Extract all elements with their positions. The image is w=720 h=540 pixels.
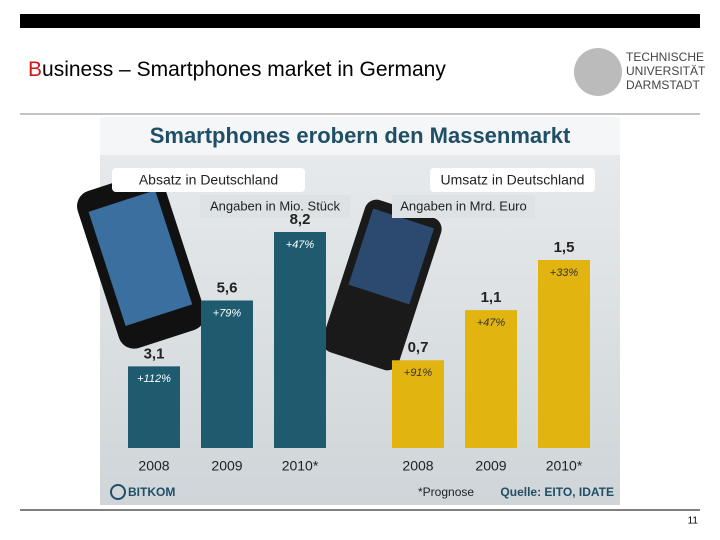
growth-label: +91% [404, 367, 433, 379]
x-tick-label: 2009 [211, 458, 242, 474]
panel-title: Absatz in Deutschland [139, 172, 278, 188]
x-tick-label: 2010* [546, 458, 583, 474]
brand: BITKOM [128, 485, 175, 499]
growth-label: +112% [137, 373, 171, 385]
headline-bar [100, 117, 620, 155]
value-label: 5,6 [217, 279, 238, 296]
value-label: 1,5 [554, 239, 575, 256]
panel-subtitle: Angaben in Mio. Stück [210, 198, 341, 213]
growth-label: +47% [286, 239, 315, 251]
bar [274, 232, 326, 448]
panel-subtitle: Angaben in Mrd. Euro [400, 198, 526, 213]
top-bar [20, 14, 700, 28]
value-label: 0,7 [408, 339, 429, 356]
bar [538, 260, 590, 448]
phone [77, 172, 442, 371]
value-label: 1,1 [481, 289, 502, 306]
logo-text: UNIVERSITÄT [626, 64, 706, 78]
panel-subtitle-box [392, 195, 535, 218]
brand-logo [110, 484, 126, 500]
x-tick-label: 2008 [138, 458, 169, 474]
headline: Smartphones erobern den Massenmarkt [150, 123, 571, 148]
value-label: 3,1 [144, 345, 165, 362]
value-label: 8,2 [290, 211, 311, 228]
source: Quelle: EITO, IDATE [500, 485, 614, 499]
page-number: 11 [688, 516, 699, 527]
growth-label: +47% [477, 317, 506, 329]
logo-text: TECHNISCHE [626, 50, 704, 64]
x-tick-label: 2009 [475, 458, 506, 474]
x-tick-label: 2008 [402, 458, 433, 474]
panel-title-box [112, 168, 305, 192]
slide-title: Business – Smartphones market in Germany [28, 58, 446, 81]
bar [392, 360, 444, 448]
bar [465, 310, 517, 448]
logo-emblem [574, 48, 622, 96]
x-tick-label: 2010* [282, 458, 319, 474]
logo-text: DARMSTADT [626, 78, 700, 92]
growth-label: +33% [550, 267, 579, 279]
growth-label: +79% [213, 307, 242, 319]
bar [201, 300, 253, 448]
panel-title: Umsatz in Deutschland [441, 172, 585, 188]
panel-title-box [430, 168, 595, 192]
footnote: *Prognose [418, 485, 474, 499]
panel-subtitle-box [200, 195, 350, 218]
bar [128, 366, 180, 448]
